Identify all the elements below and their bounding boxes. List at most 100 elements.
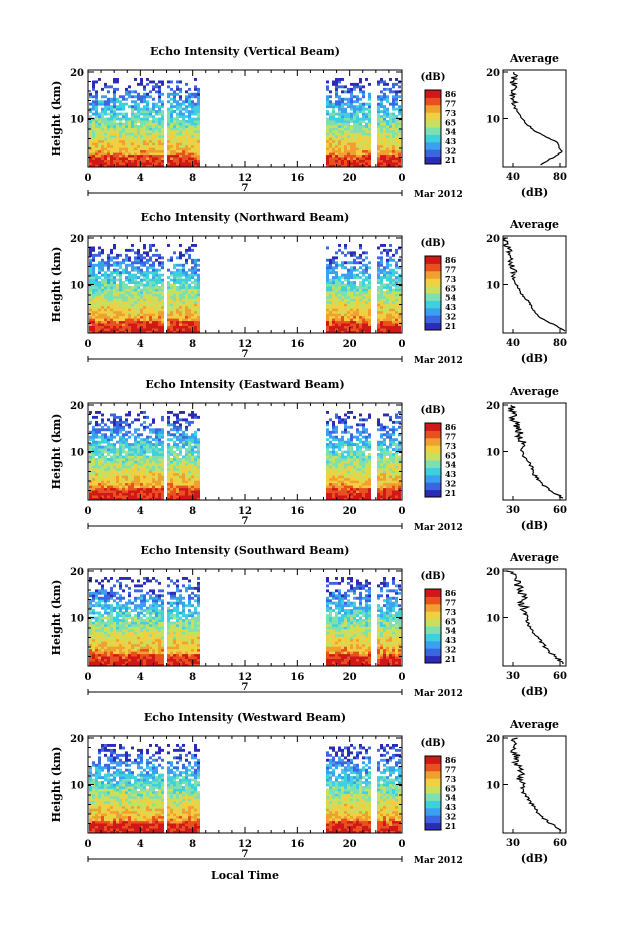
heatmap-cell [137,490,140,493]
heatmap-cell [176,453,179,456]
heatmap-cell [89,289,92,292]
heatmap-cell [155,105,158,108]
heatmap-cell [116,100,119,103]
heatmap-cell [356,85,359,88]
heatmap-cell [122,261,125,264]
heatmap-cell [122,306,125,309]
heatmap-cell [107,448,110,451]
heatmap-cell [104,451,107,454]
heatmap-cell [140,289,143,292]
heatmap-cell [134,456,137,459]
heatmap-cell [158,475,161,478]
heatmap-cell [386,291,389,294]
heatmap-cell [179,142,182,145]
heatmap-cell [107,328,110,331]
heatmap-cell [152,490,155,493]
heatmap-cell [92,105,95,108]
heatmap-cell [116,269,119,272]
heatmap-cell [386,150,389,153]
heatmap-cell [140,269,143,272]
heatmap-cell [326,306,329,309]
heatmap-cell [95,326,98,329]
heatmap-cell [326,493,329,496]
heatmap-cell [140,157,143,160]
heatmap-cell [335,318,338,321]
heatmap-cell [359,281,362,284]
heatmap-cell [197,98,200,101]
heatmap-cell [101,279,104,282]
heatmap-cell [326,438,329,441]
heatmap-cell [377,157,380,160]
heatmap-cell [149,483,152,486]
heatmap-cell [101,152,104,155]
heatmap-cell [347,311,350,314]
heatmap-cell [338,308,341,311]
heatmap-cell [335,426,338,429]
heatmap-cell [362,318,365,321]
heatmap-cell [392,142,395,145]
heatmap-cell [104,125,107,128]
heatmap-cell [347,448,350,451]
heatmap-cell [389,308,392,311]
heatmap-cell [122,145,125,148]
heatmap-cell [353,274,356,277]
heatmap-cell [134,473,137,476]
heatmap-cell [107,478,110,481]
heatmap-cell [182,281,185,284]
heatmap-cell [98,436,101,439]
heatmap-cell [167,160,170,163]
heatmap-cell [185,274,188,277]
heatmap-cell [395,125,398,128]
heatmap-cell [356,468,359,471]
heatmap-cell [146,451,149,454]
heatmap-cell [134,95,137,98]
heatmap-cell [125,456,128,459]
heatmap-cell [194,326,197,329]
heatmap-cell [182,316,185,319]
heatmap-cell [110,428,113,431]
heatmap-cell [167,306,170,309]
heatmap-cell [140,132,143,135]
heatmap-cell [338,289,341,292]
heatmap-cell [161,115,164,118]
heatmap-cell [131,456,134,459]
heatmap-cell [170,495,173,498]
heatmap-cell [398,123,401,126]
heatmap-cell [335,431,338,434]
heatmap-cell [197,323,200,326]
heatmap-cell [107,465,110,468]
heatmap-cell [179,296,182,299]
heatmap-cell [350,468,353,471]
heatmap-cell [116,142,119,145]
heatmap-cell [341,150,344,153]
heatmap-cell [398,125,401,128]
heatmap-cell [119,150,122,153]
heatmap-cell [149,140,152,143]
heatmap-cell [146,298,149,301]
heatmap-cell [140,274,143,277]
heatmap-cell [335,281,338,284]
heatmap-cell [128,451,131,454]
heatmap-cell [188,306,191,309]
heatmap-cell [95,463,98,466]
heatmap-cell [149,316,152,319]
heatmap-cell [152,308,155,311]
heatmap-cell [356,318,359,321]
heatmap-cell [173,423,176,426]
heatmap-cell [185,483,188,486]
heatmap-cell [167,115,170,118]
heatmap-cell [143,490,146,493]
heatmap-cell [389,279,392,282]
heatmap-cell [176,456,179,459]
heatmap-cell [143,274,146,277]
heatmap-cell [179,103,182,106]
heatmap-cell [389,326,392,329]
heatmap-cell [191,150,194,153]
heatmap-cell [347,274,350,277]
heatmap-cell [365,289,368,292]
heatmap-cell [347,135,350,138]
heatmap-cell [389,130,392,133]
heatmap-cell [182,274,185,277]
heatmap-cell [110,105,113,108]
heatmap-cell [161,306,164,309]
